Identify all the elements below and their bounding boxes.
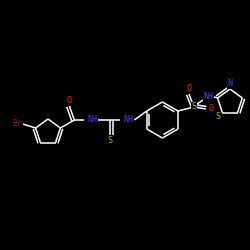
Text: N: N [228,80,232,88]
Text: S: S [108,136,113,145]
Text: O: O [186,84,192,94]
Text: Br: Br [13,120,23,128]
Text: S: S [216,112,221,121]
Text: O: O [208,104,214,114]
Text: NH: NH [203,92,213,102]
Text: O: O [67,96,72,106]
Text: NH: NH [87,116,97,124]
Text: NH: NH [123,116,133,124]
Text: S: S [192,102,196,112]
